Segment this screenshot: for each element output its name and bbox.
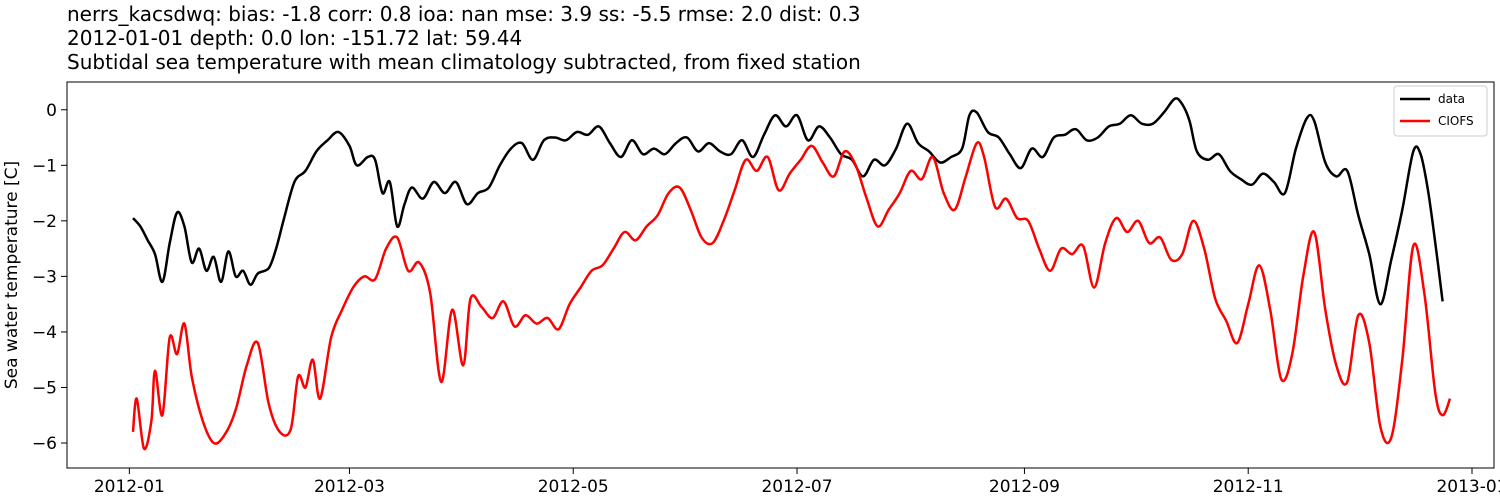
y-tick-label: −1 <box>32 156 57 176</box>
y-tick-label: 0 <box>46 101 57 121</box>
title-line-location: 2012-01-01 depth: 0.0 lon: -151.72 lat: … <box>67 26 523 50</box>
y-tick-label: −6 <box>32 434 57 454</box>
legend: data CIOFS <box>1393 85 1488 137</box>
plot-area <box>66 81 1495 469</box>
x-tick-label: 2012-01 <box>94 477 165 497</box>
x-tick-label: 2012-07 <box>761 477 832 497</box>
legend-label-ciofs: CIOFS <box>1438 114 1474 128</box>
title-line-stats: nerrs_kacsdwq: bias: -1.8 corr: 0.8 ioa:… <box>67 2 861 26</box>
x-tick-label: 2013-01 <box>1436 477 1500 497</box>
x-tick-label: 2012-09 <box>989 477 1060 497</box>
y-tick-label: −4 <box>32 323 57 343</box>
x-tick-label: 2012-11 <box>1213 477 1284 497</box>
y-axis: 0 −1 −2 −3 −4 −5 −6 <box>32 101 67 454</box>
series-line-ciofs <box>131 141 1452 451</box>
y-tick-label: −2 <box>32 212 57 232</box>
series-line-data <box>132 97 1444 306</box>
y-tick-label: −5 <box>32 378 57 398</box>
chart-title: nerrs_kacsdwq: bias: -1.8 corr: 0.8 ioa:… <box>67 2 861 74</box>
y-axis-label: Sea water temperature [C] <box>2 161 22 389</box>
x-axis: 2012-01 2012-03 2012-05 2012-07 2012-09 2012-… <box>94 468 1500 497</box>
series-layer <box>131 97 1452 451</box>
x-tick-label: 2012-05 <box>538 477 609 497</box>
title-line-description: Subtidal sea temperature with mean clima… <box>67 50 861 74</box>
legend-label-data: data <box>1438 92 1465 106</box>
x-tick-label: 2012-03 <box>314 477 385 497</box>
y-tick-label: −3 <box>32 267 57 287</box>
